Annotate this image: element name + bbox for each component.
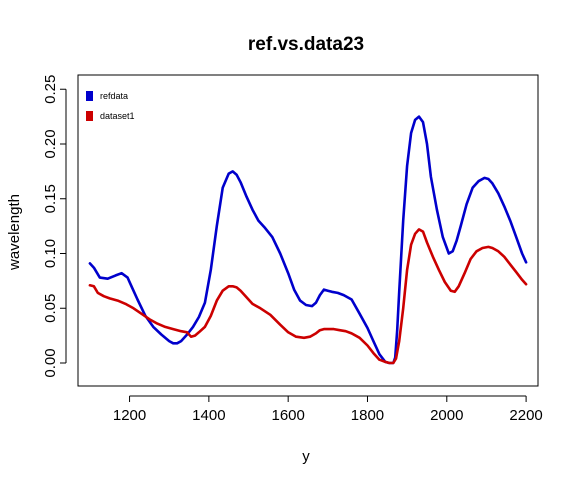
legend-label-dataset1: dataset1 <box>100 111 135 121</box>
series-line-dataset1 <box>88 228 528 365</box>
series-layer <box>88 115 528 365</box>
x-tick-label: 2000 <box>430 407 463 424</box>
plot-area-frame <box>77 74 539 387</box>
y-tick-label: 0.25 <box>42 75 59 104</box>
legend: refdata dataset1 <box>86 91 135 121</box>
legend-label-refdata: refdata <box>100 91 128 101</box>
y-tick-label: 0.15 <box>42 184 59 213</box>
series-line-refdata <box>88 115 528 365</box>
y-tick-label: 0.10 <box>42 239 59 268</box>
x-tick-label: 1800 <box>351 407 384 424</box>
chart-title: ref.vs.data23 <box>248 34 364 55</box>
y-tick-label: 0.05 <box>42 294 59 323</box>
y-tick-label: 0.00 <box>42 348 59 377</box>
y-axis: 0.00 0.05 0.10 0.15 0.20 0.25 <box>42 75 67 378</box>
legend-swatch-refdata <box>86 91 93 101</box>
y-axis-label: wavelength <box>6 194 23 271</box>
x-tick-label: 1600 <box>271 407 304 424</box>
y-tick-label: 0.20 <box>42 129 59 158</box>
x-axis: 1200 1400 1600 1800 2000 2200 <box>113 395 543 424</box>
x-tick-label: 1400 <box>192 407 225 424</box>
x-tick-label: 1200 <box>113 407 146 424</box>
x-tick-label: 2200 <box>509 407 542 424</box>
legend-swatch-dataset1 <box>86 111 93 121</box>
x-axis-label: y <box>302 448 310 465</box>
